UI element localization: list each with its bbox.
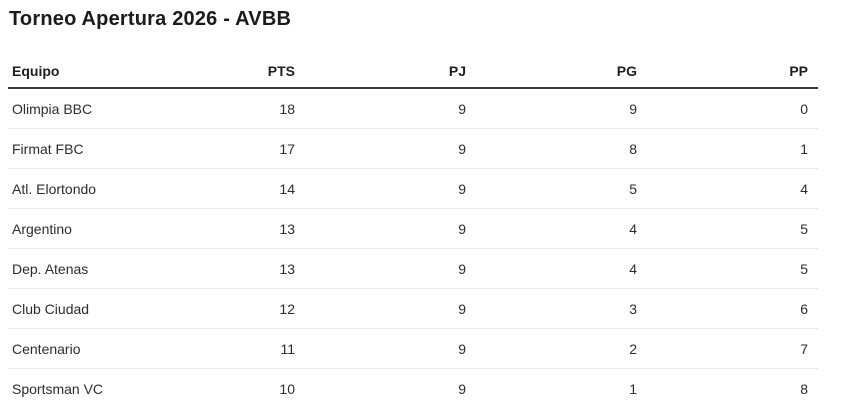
- cell-pj: 9: [305, 329, 476, 369]
- cell-pts: 13: [134, 249, 305, 289]
- cell-pp: 5: [647, 209, 818, 249]
- cell-equipo: Firmat FBC: [8, 129, 134, 169]
- cell-pj: 9: [305, 249, 476, 289]
- cell-pp: 8: [647, 369, 818, 408]
- cell-pp: 1: [647, 129, 818, 169]
- cell-pg: 8: [476, 129, 647, 169]
- cell-pg: 4: [476, 209, 647, 249]
- cell-pp: 0: [647, 88, 818, 129]
- cell-pj: 9: [305, 289, 476, 329]
- cell-pts: 13: [134, 209, 305, 249]
- page-title: Torneo Apertura 2026 - AVBB: [8, 0, 818, 31]
- cell-pj: 9: [305, 169, 476, 209]
- cell-equipo: Centenario: [8, 329, 134, 369]
- column-header-pj: PJ: [305, 55, 476, 88]
- cell-pg: 1: [476, 369, 647, 408]
- cell-equipo: Argentino: [8, 209, 134, 249]
- cell-pg: 3: [476, 289, 647, 329]
- cell-pts: 14: [134, 169, 305, 209]
- column-header-equipo: Equipo: [8, 55, 134, 88]
- cell-pts: 11: [134, 329, 305, 369]
- cell-equipo: Olimpia BBC: [8, 88, 134, 129]
- cell-pp: 7: [647, 329, 818, 369]
- cell-equipo: Dep. Atenas: [8, 249, 134, 289]
- cell-pj: 9: [305, 209, 476, 249]
- cell-pts: 12: [134, 289, 305, 329]
- cell-equipo: Atl. Elortondo: [8, 169, 134, 209]
- cell-pp: 4: [647, 169, 818, 209]
- cell-pp: 5: [647, 249, 818, 289]
- cell-pj: 9: [305, 369, 476, 408]
- cell-pg: 2: [476, 329, 647, 369]
- cell-pj: 9: [305, 88, 476, 129]
- cell-pg: 5: [476, 169, 647, 209]
- cell-equipo: Sportsman VC: [8, 369, 134, 408]
- column-header-pg: PG: [476, 55, 647, 88]
- column-header-pp: PP: [647, 55, 818, 88]
- cell-pts: 18: [134, 88, 305, 129]
- cell-equipo: Club Ciudad: [8, 289, 134, 329]
- cell-pts: 10: [134, 369, 305, 408]
- cell-pj: 9: [305, 129, 476, 169]
- cell-pg: 4: [476, 249, 647, 289]
- cell-pp: 6: [647, 289, 818, 329]
- cell-pg: 9: [476, 88, 647, 129]
- cell-pts: 17: [134, 129, 305, 169]
- column-header-pts: PTS: [134, 55, 305, 88]
